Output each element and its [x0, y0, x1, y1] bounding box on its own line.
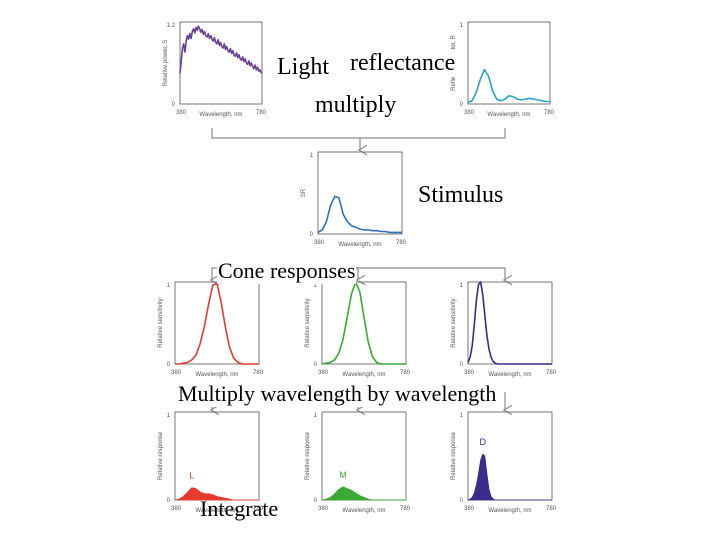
- cone_M-ytick-min: 0: [314, 362, 318, 368]
- cone_L-xlabel: Wavelength, nm: [195, 372, 238, 378]
- cone_S-xtick-min: 380: [464, 370, 475, 376]
- reflectance-xlabel: Wavelength, nm: [487, 112, 530, 118]
- light-xtick-max: 780: [256, 110, 267, 116]
- resp_S-tag: D: [479, 437, 486, 447]
- reflectance-label: reflectance: [348, 50, 458, 77]
- stimulus-series-line: [317, 195, 402, 234]
- resp_S-xtick-min: 380: [464, 506, 475, 512]
- resp_M-ylabel: Relative response: [305, 431, 311, 480]
- resp_L-ytick-max: 1: [167, 413, 171, 419]
- resp_M-tag: M: [339, 470, 347, 480]
- reflectance-series-line: [467, 68, 550, 104]
- reflectance-ytick-min: 0: [460, 102, 464, 108]
- resp_M-ytick-min: 0: [314, 498, 318, 504]
- reflectance-xtick-min: 380: [464, 110, 475, 116]
- cone_S-frame: [467, 281, 553, 365]
- stimulus-ylabel: SR: [301, 188, 307, 197]
- resp_M-xtick-min: 380: [318, 506, 329, 512]
- light-ytick-min: 0: [172, 102, 176, 108]
- light-xtick-min: 380: [176, 110, 187, 116]
- cone_M-frame: [321, 281, 407, 365]
- cone_S-series-line: [467, 281, 552, 365]
- cone_S-ylabel: Relative sensitivity: [451, 298, 457, 347]
- cone_M-xtick-min: 380: [318, 370, 329, 376]
- light-frame: [179, 21, 263, 105]
- light-xlabel: Wavelength, nm: [199, 112, 242, 118]
- multiply-label: multiply: [315, 92, 397, 118]
- resp_S-ylabel: Relative response: [451, 431, 457, 480]
- resp_L-xtick-max: 780: [253, 506, 264, 512]
- resp_L-xlabel: Wavelength, nm: [195, 508, 238, 514]
- stimulus-ytick-min: 0: [310, 232, 314, 238]
- stimulus-xlabel: Wavelength, nm: [338, 242, 381, 248]
- reflectance-ytick-max: 1: [460, 23, 464, 29]
- resp_M-frame: [321, 411, 407, 501]
- reflectance-frame: [467, 21, 551, 105]
- light-series-line: [179, 25, 263, 74]
- stimulus-ytick-max: 1: [310, 153, 314, 159]
- resp_M-ytick-max: 1: [314, 413, 318, 419]
- flow-line-top: [211, 128, 506, 139]
- resp_S-xtick-max: 780: [546, 506, 557, 512]
- cone_M-ytick-max: 1: [314, 283, 318, 289]
- cone_M-xtick-max: 780: [400, 370, 411, 376]
- cone_L-ytick-min: 0: [167, 362, 171, 368]
- resp_S-ytick-min: 0: [460, 498, 464, 504]
- cone_L-ytick-max: 1: [167, 283, 171, 289]
- light-ytick-max: 1.2: [167, 23, 176, 29]
- cone_M-xlabel: Wavelength, nm: [342, 372, 385, 378]
- reflectance-xtick-max: 780: [544, 110, 555, 116]
- resp_L-ytick-min: 0: [167, 498, 171, 504]
- chart-cone-L: 0 1 380 780 Wavelength, nm Relative sensitivi…: [158, 281, 264, 378]
- stimulus-label: Stimulus: [418, 182, 504, 208]
- cone-responses-label: Cone responses: [217, 258, 357, 284]
- resp_S-xlabel: Wavelength, nm: [488, 508, 531, 514]
- resp_M-xlabel: Wavelength, nm: [342, 508, 385, 514]
- resp_L-xtick-min: 380: [171, 506, 182, 512]
- stimulus-frame: [317, 151, 403, 235]
- chart-response-M: 0 1 380 780 Wavelength, nm Relative response M: [305, 411, 411, 514]
- resp_S-ytick-max: 1: [460, 413, 464, 419]
- stimulus-xtick-max: 780: [396, 240, 407, 246]
- resp_L-frame: [174, 411, 260, 501]
- chart-response-S: 0 1 380 780 Wavelength, nm Relative response D: [451, 411, 557, 514]
- cone_M-series-line: [321, 281, 406, 365]
- chart-cone-M: 0 1 380 780 Wavelength, nm Relative sensitivi…: [305, 281, 411, 378]
- integrate-label: Integrate: [200, 496, 279, 521]
- cone_S-xtick-max: 780: [546, 370, 557, 376]
- light-ylabel: Relative power, S: [163, 40, 169, 87]
- cone_S-ytick-min: 0: [460, 362, 464, 368]
- resp_L-area: [174, 487, 259, 501]
- chart-light: 0 1.2 380 780 Wavelength, nm Relative power, …: [163, 21, 267, 118]
- stimulus-xtick-min: 380: [314, 240, 325, 246]
- resp_M-area: [321, 486, 406, 501]
- cone_S-ytick-max: 1: [460, 283, 464, 289]
- cone_L-xtick-max: 780: [253, 370, 264, 376]
- resp_L-ylabel: Relative response: [158, 431, 164, 480]
- cone_M-ylabel: Relative sensitivity: [305, 298, 311, 347]
- chart-response-L: 0 1 380 780 Wavelength, nm Relative response L: [158, 411, 264, 514]
- resp_M-xtick-max: 780: [400, 506, 411, 512]
- resp_L-tag: L: [189, 471, 194, 481]
- cone_S-xlabel: Wavelength, nm: [488, 372, 531, 378]
- chart-stimulus: 0 1 380 780 Wavelength, nm SR: [301, 151, 407, 248]
- cone_L-series-line: [175, 282, 259, 365]
- light-label: Light: [275, 54, 331, 81]
- multiply-wavelength-label: Multiply wavelength by wavelength: [178, 381, 497, 407]
- cone_L-frame: [174, 281, 260, 365]
- cone_L-xtick-min: 380: [171, 370, 182, 376]
- resp_S-area: [467, 453, 552, 501]
- chart-cone-S: 0 1 380 780 Wavelength, nm Relative sensitivi…: [451, 281, 557, 378]
- cone_L-ylabel: Relative sensitivity: [158, 298, 164, 347]
